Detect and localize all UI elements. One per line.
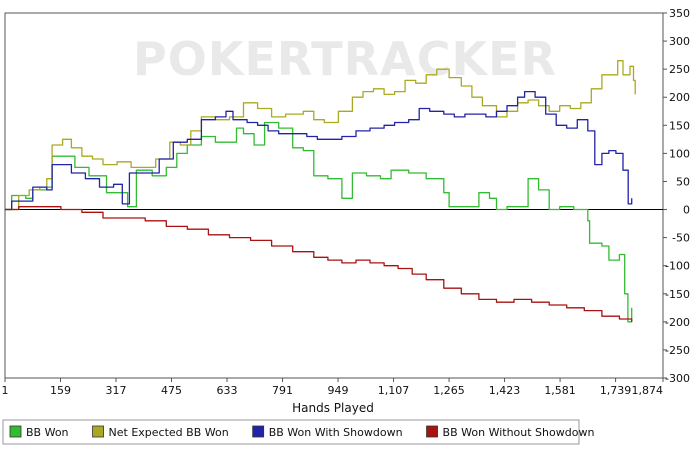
y-tick-label: -250 xyxy=(665,344,690,357)
x-tick-label: 159 xyxy=(50,384,71,397)
y-tick-label: 250 xyxy=(669,63,690,76)
x-tick-label: 1 xyxy=(2,384,9,397)
legend-swatch xyxy=(252,425,265,438)
x-tick-label: 633 xyxy=(217,384,238,397)
y-tick-label: -50 xyxy=(672,232,690,245)
y-axis: -300 -250 -200 -150 -100 -50 0 50 100 150 200 250 30… xyxy=(663,7,690,385)
y-tick-label: 50 xyxy=(676,175,690,188)
legend-label: Net Expected BB Won xyxy=(109,426,229,439)
legend-label: BB Won Without Showdown xyxy=(443,426,595,439)
x-tick-label: 1,874 xyxy=(632,384,664,397)
x-tick-label: 1,265 xyxy=(433,384,465,397)
watermark-logo: POKERTRACKER xyxy=(133,32,557,86)
series-layer xyxy=(5,60,636,323)
legend-swatch xyxy=(92,425,104,438)
series-line-bb-won xyxy=(5,121,633,323)
legend-swatch xyxy=(426,425,438,438)
legend-label: BB Won xyxy=(26,426,69,439)
legend-label: BB Won With Showdown xyxy=(269,426,403,439)
x-tick-label: 1,581 xyxy=(544,384,576,397)
x-tick-label: 1,423 xyxy=(489,384,521,397)
legend-swatch xyxy=(9,425,22,438)
legend-items: BB Won Net Expected BB Won BB Won With Sho… xyxy=(9,425,595,439)
plot-area xyxy=(4,12,664,379)
x-axis-title: Hands Played xyxy=(292,401,374,415)
x-axis: 1 159 317 475 633 791 949 1,107 1,265 1,423 1,581 1… xyxy=(2,378,664,397)
y-tick-label: -150 xyxy=(665,288,690,301)
series-line-bb-won-without-showdown xyxy=(5,206,633,322)
series-line-bb-won-with-showdown xyxy=(5,90,633,211)
x-tick-label: 1,739 xyxy=(600,384,632,397)
y-tick-label: 200 xyxy=(669,91,690,104)
y-tick-label: 0 xyxy=(683,204,690,217)
x-tick-label: 1,107 xyxy=(378,384,410,397)
y-tick-label: -100 xyxy=(665,260,690,273)
y-tick-label: -300 xyxy=(665,372,690,385)
x-tick-label: 949 xyxy=(328,384,349,397)
x-tick-label: 791 xyxy=(272,384,293,397)
x-tick-label: 317 xyxy=(106,384,127,397)
y-tick-label: 100 xyxy=(669,147,690,160)
y-tick-label: -200 xyxy=(665,316,690,329)
x-tick-label: 475 xyxy=(161,384,182,397)
y-tick-label: 300 xyxy=(669,35,690,48)
series-line-net-expected-bb-won xyxy=(5,60,636,211)
y-tick-label: 350 xyxy=(669,7,690,20)
y-tick-label: 150 xyxy=(669,119,690,132)
